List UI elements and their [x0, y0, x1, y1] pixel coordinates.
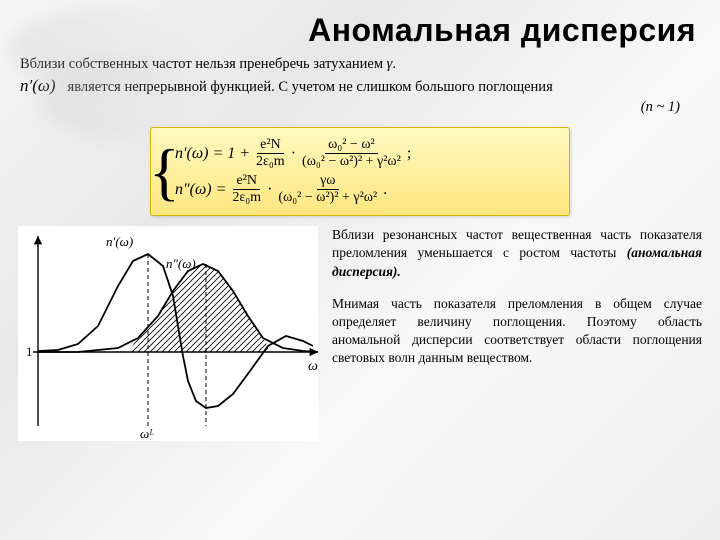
xlabel-omega: ω	[308, 359, 318, 374]
graph-column: n′(ω) n″(ω) 1 ω ωᴸ	[18, 226, 318, 441]
label-ndprime: n″(ω)	[166, 256, 196, 271]
f2-num1: e²N	[233, 173, 260, 190]
f2-den2: (ω₀² − ω²)² + γ²ω²	[275, 190, 380, 206]
f2-frac1: e²N 2ε₀m	[229, 173, 264, 206]
f1-end: ;	[407, 145, 411, 163]
f1-mid: ·	[291, 145, 296, 163]
f2-num2: γω	[317, 173, 338, 190]
label-nprime: n′(ω)	[106, 234, 133, 249]
paragraph-2: Мнимая часть показателя преломления в об…	[332, 295, 702, 368]
f2-end: .	[383, 181, 387, 199]
f1-den1: 2ε₀m	[253, 154, 288, 170]
f1-frac2: ω₀² − ω² (ω₀² − ω²)² + γ²ω²	[299, 137, 404, 170]
f2-frac2: γω (ω₀² − ω²)² + γ²ω²	[275, 173, 380, 206]
wl-label: ωᴸ	[140, 426, 154, 441]
brace-icon: {	[149, 134, 163, 209]
formula-row-2: n″(ω) = e²N 2ε₀m · γω (ω₀² − ω²)² + γ²ω²…	[175, 173, 559, 206]
f1-num1: e²N	[257, 137, 284, 154]
ylabel-1: 1	[26, 344, 33, 359]
formula-row-1: n′(ω) = 1 + e²N 2ε₀m · ω₀² − ω² (ω₀² − ω…	[175, 137, 559, 170]
f1-num2: ω₀² − ω²	[325, 137, 378, 154]
formula-box: { n′(ω) = 1 + e²N 2ε₀m · ω₀² − ω² (ω₀² −…	[150, 127, 570, 216]
f2-mid: ·	[267, 181, 272, 199]
paragraph-1: Вблизи резонансных частот вещественная ч…	[332, 226, 702, 281]
f1-lhs: n′(ω) = 1 +	[175, 145, 250, 163]
f1-frac1: e²N 2ε₀m	[253, 137, 288, 170]
f1-den2: (ω₀² − ω²)² + γ²ω²	[299, 154, 404, 170]
text-column: Вблизи резонансных частот вещественная ч…	[332, 226, 702, 441]
intro-period: .	[392, 56, 396, 72]
lower-row: n′(ω) n″(ω) 1 ω ωᴸ Вблизи резонансных ча…	[0, 226, 720, 441]
f2-den1: 2ε₀m	[229, 190, 264, 206]
f2-lhs: n″(ω) =	[175, 181, 226, 199]
dispersion-graph: n′(ω) n″(ω) 1 ω ωᴸ	[18, 226, 318, 441]
hatch-region	[128, 264, 268, 352]
